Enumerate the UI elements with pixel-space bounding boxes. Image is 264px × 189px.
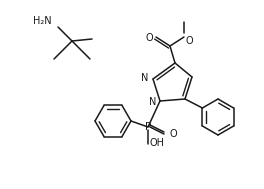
Text: OH: OH bbox=[149, 138, 164, 148]
Text: N: N bbox=[149, 97, 156, 107]
Text: O: O bbox=[185, 36, 193, 46]
Text: P: P bbox=[145, 122, 151, 132]
Text: N: N bbox=[141, 73, 148, 83]
Text: H₂N: H₂N bbox=[33, 16, 52, 26]
Text: O: O bbox=[145, 33, 153, 43]
Text: O: O bbox=[169, 129, 177, 139]
